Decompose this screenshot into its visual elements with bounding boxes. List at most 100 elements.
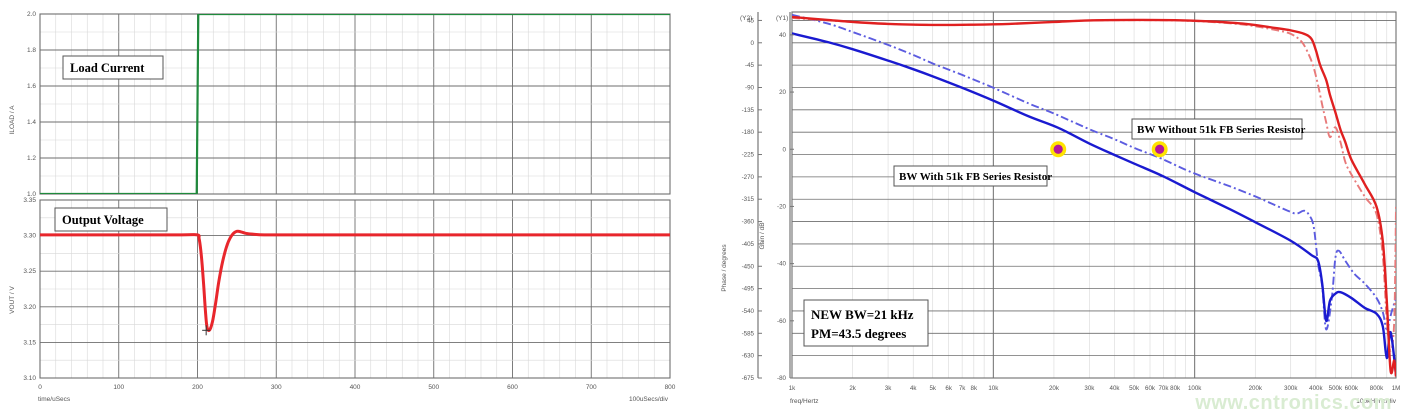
- phase-ytick: -495: [742, 286, 755, 293]
- freq-xtick: 40k: [1110, 385, 1121, 392]
- vout-ytick: 3.15: [23, 339, 36, 346]
- callout-output-voltage: Output Voltage: [54, 207, 168, 232]
- vout-ytick: 3.10: [23, 375, 36, 382]
- freq-xtick: 80k: [1170, 385, 1181, 392]
- callout-new-bw: NEW BW=21 kHz PM=43.5 degrees: [803, 299, 929, 347]
- phase-ytick: -675: [742, 375, 755, 382]
- load-current-grid: [39, 13, 671, 195]
- freq-xtick: 800k: [1370, 385, 1384, 392]
- callout-load-current: Load Current: [62, 55, 164, 80]
- vout-axis-title: VOUT / V: [9, 285, 16, 313]
- time-xtick: 700: [586, 384, 597, 391]
- phase-with-resistor-curve: [792, 15, 1396, 377]
- freq-xtick: 6k: [945, 385, 952, 392]
- callout-bw-without-box: [1131, 118, 1303, 140]
- callout-bw-with: BW With 51k FB Series Resistor: [893, 165, 1052, 187]
- gain-ytick: -40: [777, 261, 787, 268]
- callout-bw-without-label: BW Without 51k FB Series Resistor: [1137, 124, 1305, 136]
- bode-plot-svg: 40 20 0 -20 -40 -60 -80 45 0 -45 -90 -135 -180 -225 -2…: [721, 11, 1401, 405]
- crossover-without-resistor[interactable]: [1155, 144, 1165, 154]
- gain-ytick: -20: [777, 203, 787, 210]
- crossover-with-resistor[interactable]: [1053, 144, 1063, 154]
- freq-xtick: 5k: [929, 385, 936, 392]
- gain-ytick: 20: [779, 89, 786, 96]
- phase-ytick: -450: [742, 263, 755, 270]
- phase-ytick: 45: [747, 17, 754, 24]
- phase-ytick: -45: [745, 62, 755, 69]
- gain-without-resistor-curve: [792, 13, 1396, 331]
- bode-grid: [757, 11, 1397, 379]
- freq-xtick: 3k: [885, 385, 892, 392]
- freq-xtick: 30k: [1084, 385, 1095, 392]
- phase-ytick: -405: [742, 241, 755, 248]
- gain-ytick: 40: [779, 32, 786, 39]
- freq-xtick: 500k: [1329, 385, 1343, 392]
- freq-xtick: 1M: [1392, 385, 1401, 392]
- gain-ytick: 0: [783, 146, 787, 153]
- time-xtick: 500: [428, 384, 439, 391]
- freq-xtick: 50k: [1129, 385, 1140, 392]
- iload-ytick: 1.2: [27, 155, 36, 162]
- phase-ytick: -270: [742, 174, 755, 181]
- vout-ytick: 3.20: [23, 304, 36, 311]
- phase-ytick: 0: [751, 40, 755, 47]
- freq-xtick: 100k: [1188, 385, 1202, 392]
- vout-ytick: 3.35: [23, 197, 36, 204]
- callout-load-current-label: Load Current: [70, 61, 145, 75]
- callout-new-bw-line2: PM=43.5 degrees: [811, 326, 906, 341]
- output-voltage-curve: [40, 229, 670, 333]
- time-xtick: 300: [271, 384, 282, 391]
- freq-xtick: 10k: [988, 385, 999, 392]
- freq-xtick: 1k: [789, 385, 796, 392]
- bode-plot-panel: 40 20 0 -20 -40 -60 -80 45 0 -45 -90 -135 -180 -225 -2…: [702, 0, 1404, 419]
- phase-axis-title: Phase / degrees: [721, 244, 728, 292]
- iload-ytick: 1.4: [27, 119, 36, 126]
- site-watermark: www.cntronics.com: [1195, 392, 1392, 414]
- gain-ytick: -80: [777, 375, 787, 382]
- freq-xtick: 200k: [1249, 385, 1263, 392]
- gain-axis-title: Gain / dB: [759, 222, 766, 249]
- phase-ytick: -135: [742, 107, 755, 114]
- freq-axis-title: freq/Hertz: [790, 398, 819, 405]
- time-axis-title: time/uSecs: [38, 396, 71, 403]
- time-xtick: 600: [507, 384, 518, 391]
- freq-xtick: 70k: [1158, 385, 1169, 392]
- vout-ytick: 3.25: [23, 268, 36, 275]
- phase-ytick: -315: [742, 196, 755, 203]
- crossover-markers: [1050, 141, 1168, 158]
- iload-ytick: 1.6: [27, 83, 36, 90]
- transient-response-svg: 1.0 1.2 1.4 1.6 1.8 2.0 3.10 3.15 3.20 3.25 3.30 3.…: [9, 11, 676, 403]
- freq-xtick: 4k: [910, 385, 917, 392]
- freq-axis-corner: 100kHertz/div: [1356, 398, 1396, 405]
- freq-xtick: 300k: [1284, 385, 1298, 392]
- freq-xtick: 400k: [1309, 385, 1323, 392]
- iload-ytick: 1.0: [27, 191, 36, 198]
- iload-axis-title: ILOAD / A: [9, 105, 16, 135]
- phase-ytick: -90: [745, 84, 755, 91]
- transient-response-panel: 1.0 1.2 1.4 1.6 1.8 2.0 3.10 3.15 3.20 3.25 3.30 3.…: [0, 0, 700, 419]
- callout-output-voltage-box: [54, 207, 168, 232]
- callout-bw-with-box: [893, 165, 1048, 187]
- y2-axis-ref: (Y2): [740, 15, 752, 22]
- callout-load-current-box: [62, 55, 164, 80]
- phase-ytick: -225: [742, 152, 755, 159]
- freq-xtick: 2k: [849, 385, 856, 392]
- time-xtick: 200: [192, 384, 203, 391]
- iload-ytick: 2.0: [27, 11, 36, 18]
- freq-xtick: 8k: [971, 385, 978, 392]
- callout-new-bw-box: [803, 299, 929, 347]
- freq-xtick: 600k: [1345, 385, 1359, 392]
- time-axis-corner: 100uSecs/div: [629, 396, 669, 403]
- cursor-marker: [202, 325, 211, 336]
- gain-ytick: -60: [777, 318, 787, 325]
- callout-output-voltage-label: Output Voltage: [62, 213, 144, 227]
- y1-axis-ref: (Y1): [776, 15, 788, 22]
- vout-ytick: 3.30: [23, 233, 36, 240]
- freq-xtick: 20k: [1049, 385, 1060, 392]
- time-xtick: 800: [665, 384, 676, 391]
- transient-tick-labels: 1.0 1.2 1.4 1.6 1.8 2.0 3.10 3.15 3.20 3.25 3.30 3.…: [23, 11, 675, 391]
- time-xtick: 100: [113, 384, 124, 391]
- phase-ytick: -630: [742, 353, 755, 360]
- phase-ytick: -540: [742, 308, 755, 315]
